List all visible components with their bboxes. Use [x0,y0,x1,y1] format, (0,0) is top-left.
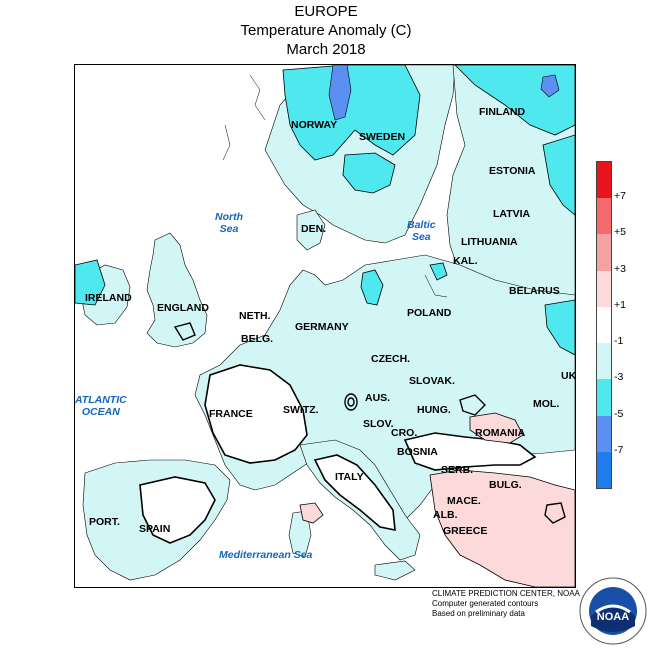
sea-label-north-sea: North Sea [215,211,243,235]
country-label-cro: CRO. [391,427,418,439]
color-legend [596,161,612,489]
color-legend-swatch [597,415,611,452]
country-label-latvia: LATVIA [493,208,531,220]
land-near-normal [139,364,537,544]
region-western-iberia-normal [139,476,216,544]
country-label-slovak: SLOVAK. [409,375,455,387]
contour-turkey [544,502,566,524]
region-kaliningrad-cold [429,262,448,281]
country-label-belarus: BELARUS [509,285,560,297]
color-legend-label: +1 [614,298,626,311]
noaa-logo-text: NOAA [597,611,629,623]
noaa-logo: NOAA [579,577,647,645]
credit-line-3: Based on preliminary data [432,609,525,618]
region-sweden-central-cold [342,152,396,194]
color-legend-label: +7 [614,190,626,203]
contour-austria-inner [347,397,355,407]
region-greece-turkey-warm [429,469,575,587]
country-label-lithuania: LITHUANIA [461,236,518,248]
sea-label-baltic-sea: Baltic Sea [407,219,436,243]
credit-text: CLIMATE PREDICTION CENTER, NOAA Computer… [432,589,580,619]
color-legend-label: -1 [614,335,624,348]
color-legend-swatch [597,379,611,416]
country-label-spain: SPAIN [139,523,171,535]
country-label-bulg: BULG. [489,479,522,491]
country-label-germany: GERMANY [295,321,349,333]
color-legend-label: -7 [614,443,624,456]
color-legend-label: -5 [614,407,624,420]
country-label-alb: ALB. [433,509,458,521]
color-legend-swatch [597,162,611,199]
contour-uk-south [173,322,196,341]
country-label-mol: MOL. [533,398,560,410]
region-belarus-cold [544,299,575,356]
coast-lines [222,74,448,298]
country-label-aus: AUS. [365,392,391,404]
region-baltic-coast-cold [360,269,384,306]
map-period: March 2018 [286,41,366,58]
region-south-italy-warm [299,502,324,524]
country-label-estonia: ESTONIA [489,165,536,177]
color-legend-swatch [597,234,611,271]
country-label-bosnia: BOSNIA [397,446,438,458]
country-label-neth: NETH. [239,310,271,322]
region-norway-sweden-cold [282,65,421,161]
land-sicily [374,560,416,581]
color-legend-swatch [597,451,611,488]
color-legend-swatch [597,306,611,344]
region-finland-very-cold [540,74,560,98]
region-france-normal [204,364,308,464]
anomaly-map [75,65,575,587]
map-title: EUROPE [294,3,358,20]
country-label-switz: SWITZ. [283,404,319,416]
region-ireland-cold [75,259,106,306]
country-label-serb: SERB. [441,464,474,476]
color-legend-label: -3 [614,371,624,384]
country-label-england: ENGLAND [157,302,209,314]
country-label-norway: NORWAY [291,119,338,131]
country-label-romania: ROMANIA [475,427,526,439]
sea-label-atlantic-ocean: ATLANTIC OCEAN [75,394,127,418]
country-label-kal: KAL. [453,255,478,267]
region-romania-warm [469,412,524,444]
land-light-cyan [80,65,575,581]
country-label-hung: HUNG. [417,404,451,416]
land-warm [299,412,575,587]
country-label-greece: GREECE [443,525,488,537]
color-legend-label: +3 [614,262,626,275]
country-label-france: FRANCE [209,408,253,420]
country-label-poland: POLAND [407,307,452,319]
country-label-czech: CZECH. [371,353,411,365]
land-very-cold [328,65,560,121]
region-estonia-cold [542,134,575,216]
land-denmark [296,209,326,251]
credit-line-1: CLIMATE PREDICTION CENTER, NOAA [432,589,580,598]
country-label-slov: SLOV. [363,418,394,430]
country-label-port: PORT. [89,516,120,528]
credit-line-2: Computer generated contours [432,599,539,608]
country-label-belg: BELG. [241,333,274,345]
contour-austria [344,393,358,411]
country-label-italy: ITALY [335,471,364,483]
color-legend-swatch [597,198,611,235]
color-legend-label: +5 [614,226,626,239]
region-norway-very-cold [328,65,352,121]
color-legend-swatch [597,270,611,307]
sea-label-mediterranean: Mediterranean Sea [219,549,313,561]
color-legend-swatch [597,343,611,380]
country-label-ireland: IRELAND [85,292,132,304]
land-mainland [194,254,575,536]
contour-lines [173,322,566,524]
land-cold [75,65,575,356]
country-label-den: DEN. [301,223,327,235]
country-label-finland: FINLAND [479,106,526,118]
region-italy-normal [313,454,396,531]
map-subtitle: Temperature Anomaly (C) [240,22,412,39]
country-label-mace: MACE. [447,495,481,507]
contour-hungary [459,394,486,416]
country-label-sweden: SWEDEN [359,131,406,143]
map-frame: NORWAY SWEDEN FINLAND ESTONIA LATVIA LIT… [74,64,576,588]
land-great-britain [146,232,208,348]
country-label-uk: UK [561,370,576,382]
